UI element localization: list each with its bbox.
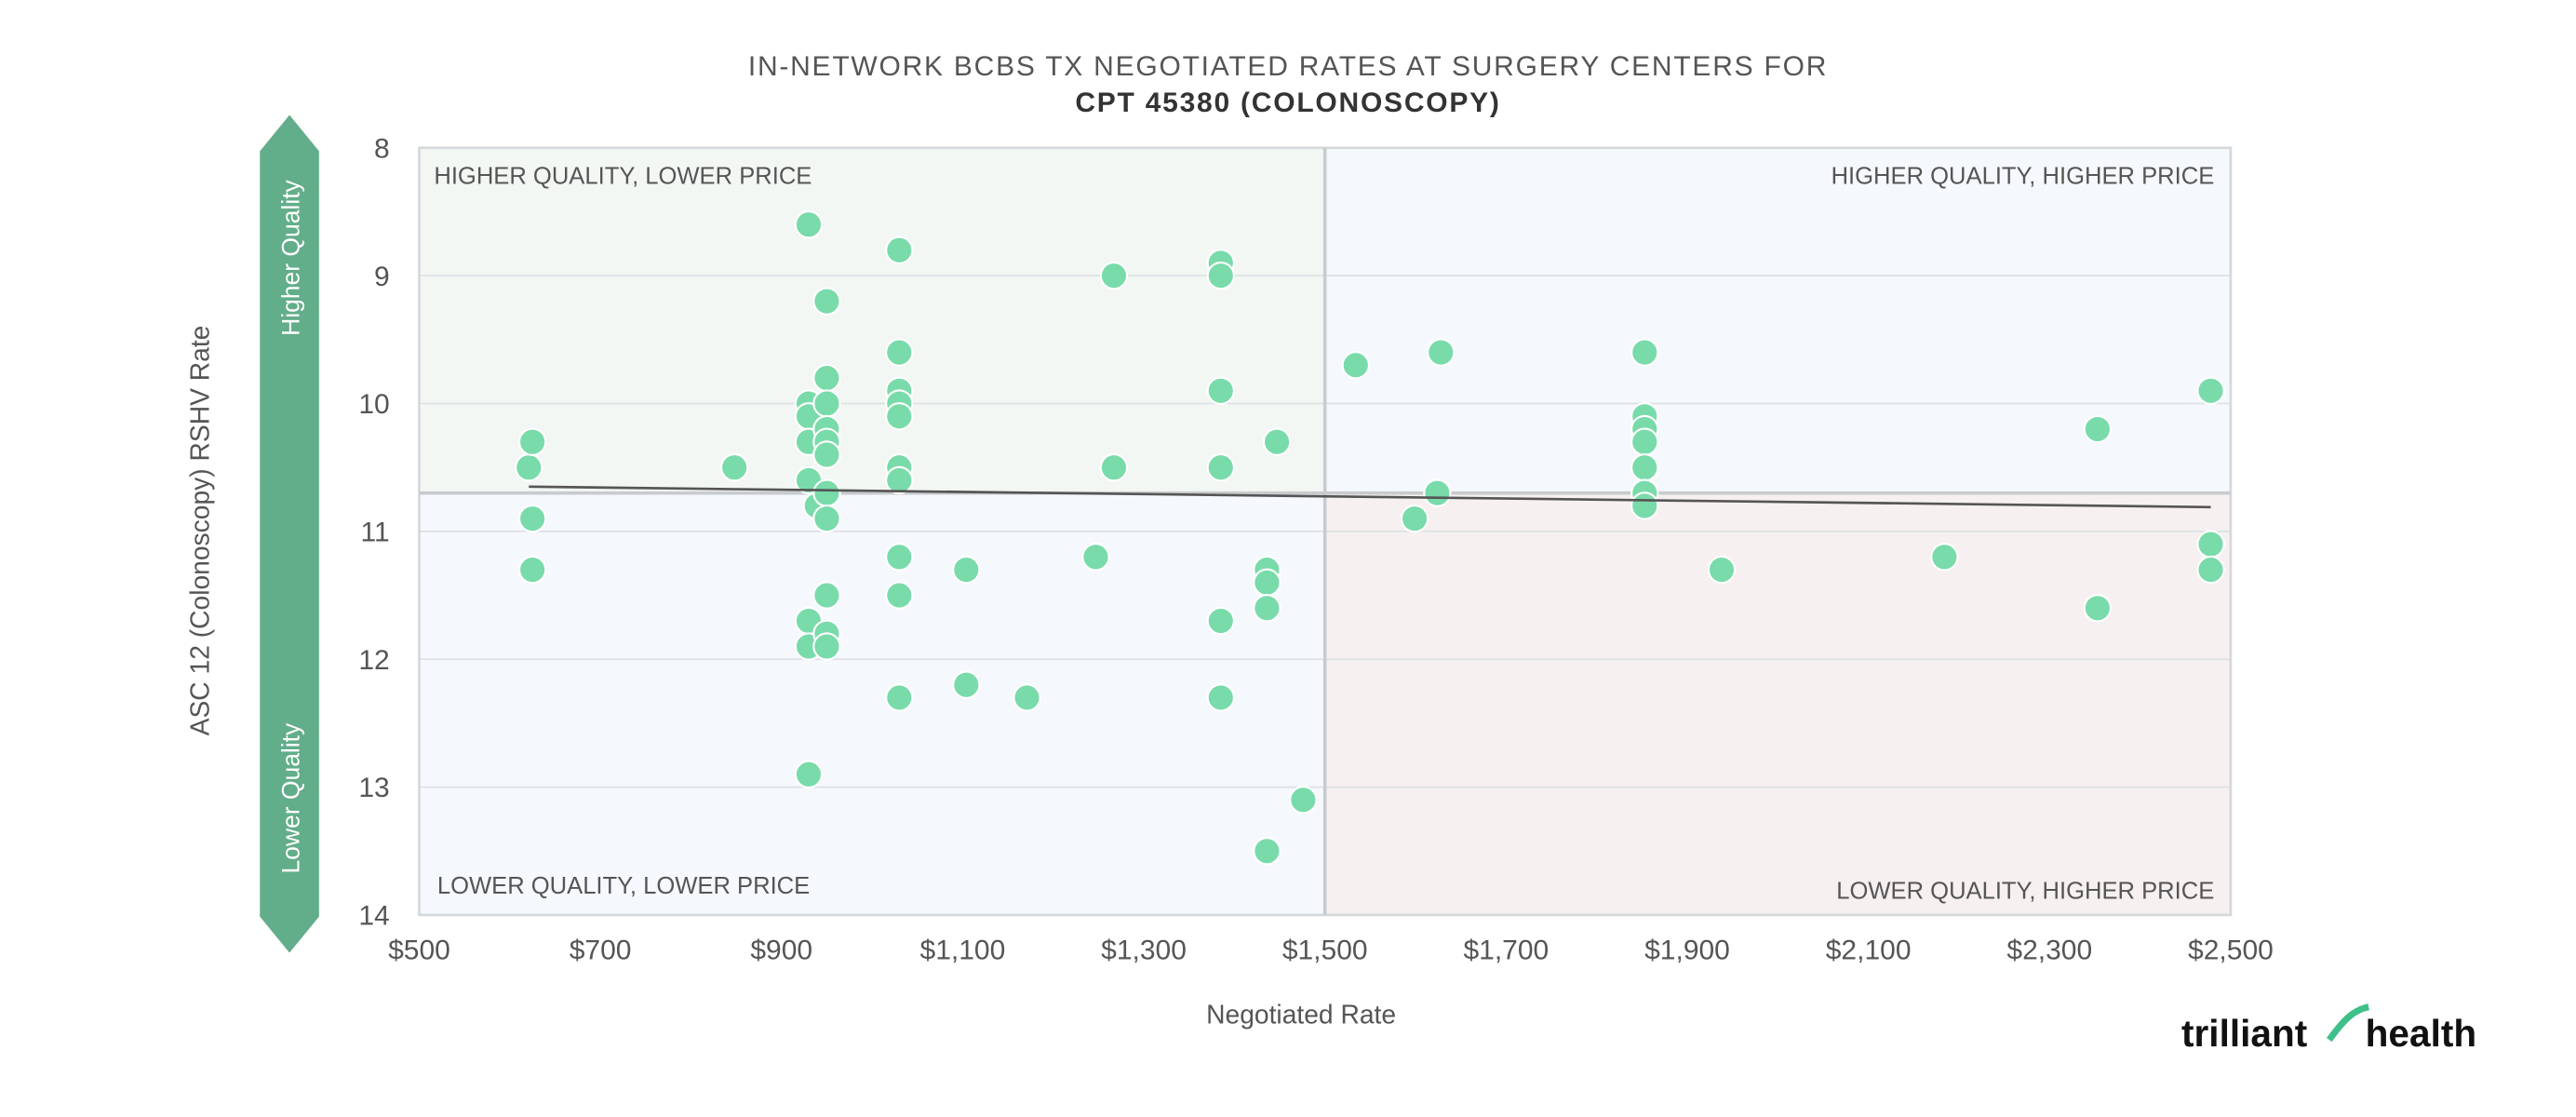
data-point xyxy=(885,465,914,495)
data-point xyxy=(1206,683,1235,712)
svg-text:health: health xyxy=(2366,1012,2477,1055)
data-point xyxy=(952,555,981,585)
data-point xyxy=(1253,837,1281,866)
quadrant-label-top-right: HIGHER QUALITY, HIGHER PRICE xyxy=(1831,164,2215,190)
y-tick-label: 13 xyxy=(358,773,389,803)
data-point xyxy=(1206,261,1235,290)
quality-arrow xyxy=(260,114,319,953)
y-tick-label: 12 xyxy=(358,645,389,676)
data-point xyxy=(885,402,914,431)
data-point xyxy=(1707,555,1737,585)
trilliant-health-logo: trilliant health xyxy=(2181,1003,2477,1055)
data-point xyxy=(885,338,914,367)
data-point xyxy=(1013,683,1041,712)
quality-arrow-bottom-label: Lower Quality xyxy=(277,722,305,874)
data-point xyxy=(812,478,841,507)
data-point xyxy=(812,581,841,610)
data-point xyxy=(812,389,841,418)
x-tick-label: $2,100 xyxy=(1826,935,1912,966)
x-tick-label: $2,500 xyxy=(2188,935,2274,966)
data-point xyxy=(517,555,547,585)
quality-arrow-top-label: Higher Quality xyxy=(277,179,305,335)
data-point xyxy=(1400,504,1429,533)
data-point xyxy=(2196,530,2225,558)
data-point xyxy=(2196,555,2225,585)
quadrant-label-bottom-left: LOWER QUALITY, LOWER PRICE xyxy=(437,873,810,899)
x-tick-label: $700 xyxy=(570,935,632,966)
data-point xyxy=(1930,543,1959,572)
data-point xyxy=(885,581,914,610)
data-point xyxy=(1206,376,1235,405)
x-tick-label: $1,900 xyxy=(1644,935,1730,966)
data-point xyxy=(2196,376,2225,405)
data-point xyxy=(1253,594,1281,623)
data-point xyxy=(812,504,841,533)
data-point xyxy=(1099,453,1129,482)
trendline xyxy=(529,485,2211,509)
data-point xyxy=(1427,338,1456,367)
data-point xyxy=(517,427,547,456)
quadrant-top-right xyxy=(1324,147,2231,493)
data-point xyxy=(1262,427,1292,456)
x-tick-label: $2,300 xyxy=(2006,935,2092,966)
data-point xyxy=(1630,491,1659,520)
data-point xyxy=(885,543,914,572)
quadrant-top-left xyxy=(419,147,1325,493)
x-tick-label: $500 xyxy=(388,935,450,966)
data-point xyxy=(1289,786,1318,814)
y-tick-label: 14 xyxy=(358,901,389,932)
data-point xyxy=(1630,338,1659,367)
quadrant-bottom-right xyxy=(1324,492,2231,915)
data-point xyxy=(2083,414,2113,444)
data-point xyxy=(812,287,841,316)
quadrant-label-bottom-right: LOWER QUALITY, HIGHER PRICE xyxy=(1836,878,2214,904)
quadrant-label-top-left: HIGHER QUALITY, LOWER PRICE xyxy=(434,164,812,190)
data-point xyxy=(719,453,749,482)
x-tick-label: $1,300 xyxy=(1101,935,1187,966)
data-point xyxy=(885,683,914,712)
x-tick-label: $900 xyxy=(750,935,812,966)
data-point xyxy=(885,236,914,264)
quadrant-bottom-left xyxy=(419,492,1325,915)
data-point xyxy=(812,363,841,393)
data-point xyxy=(515,453,543,482)
data-point xyxy=(794,210,824,239)
data-point xyxy=(517,504,547,533)
data-point xyxy=(1081,543,1110,572)
data-point xyxy=(1206,606,1235,636)
y-axis-label: ASC 12 (Colonoscopy) RSHV Rate xyxy=(185,326,215,736)
data-point xyxy=(1423,478,1452,507)
chart-title: IN-NETWORK BCBS TX NEGOTIATED RATES AT S… xyxy=(748,51,1828,82)
data-point xyxy=(794,760,824,789)
chart-subtitle: CPT 45380 (COLONOSCOPY) xyxy=(1075,87,1500,118)
y-tick-label: 9 xyxy=(374,262,390,292)
y-tick-label: 10 xyxy=(358,389,389,420)
y-tick-label: 8 xyxy=(374,133,390,164)
x-tick-label: $1,100 xyxy=(920,935,1006,966)
data-point xyxy=(812,440,841,469)
data-point xyxy=(1630,453,1659,482)
data-point xyxy=(812,632,841,661)
data-point xyxy=(952,670,981,699)
y-tick-label: 11 xyxy=(361,517,390,547)
data-point xyxy=(1253,568,1281,597)
data-point xyxy=(1099,261,1129,290)
x-tick-label: $1,500 xyxy=(1282,935,1368,966)
x-tick-label: $1,700 xyxy=(1463,935,1549,966)
data-point xyxy=(1206,453,1235,482)
data-point xyxy=(2083,594,2113,623)
svg-text:trilliant: trilliant xyxy=(2181,1012,2308,1055)
data-point xyxy=(1630,427,1659,456)
data-point xyxy=(1341,351,1370,380)
x-axis-label: Negotiated Rate xyxy=(1206,999,1396,1029)
